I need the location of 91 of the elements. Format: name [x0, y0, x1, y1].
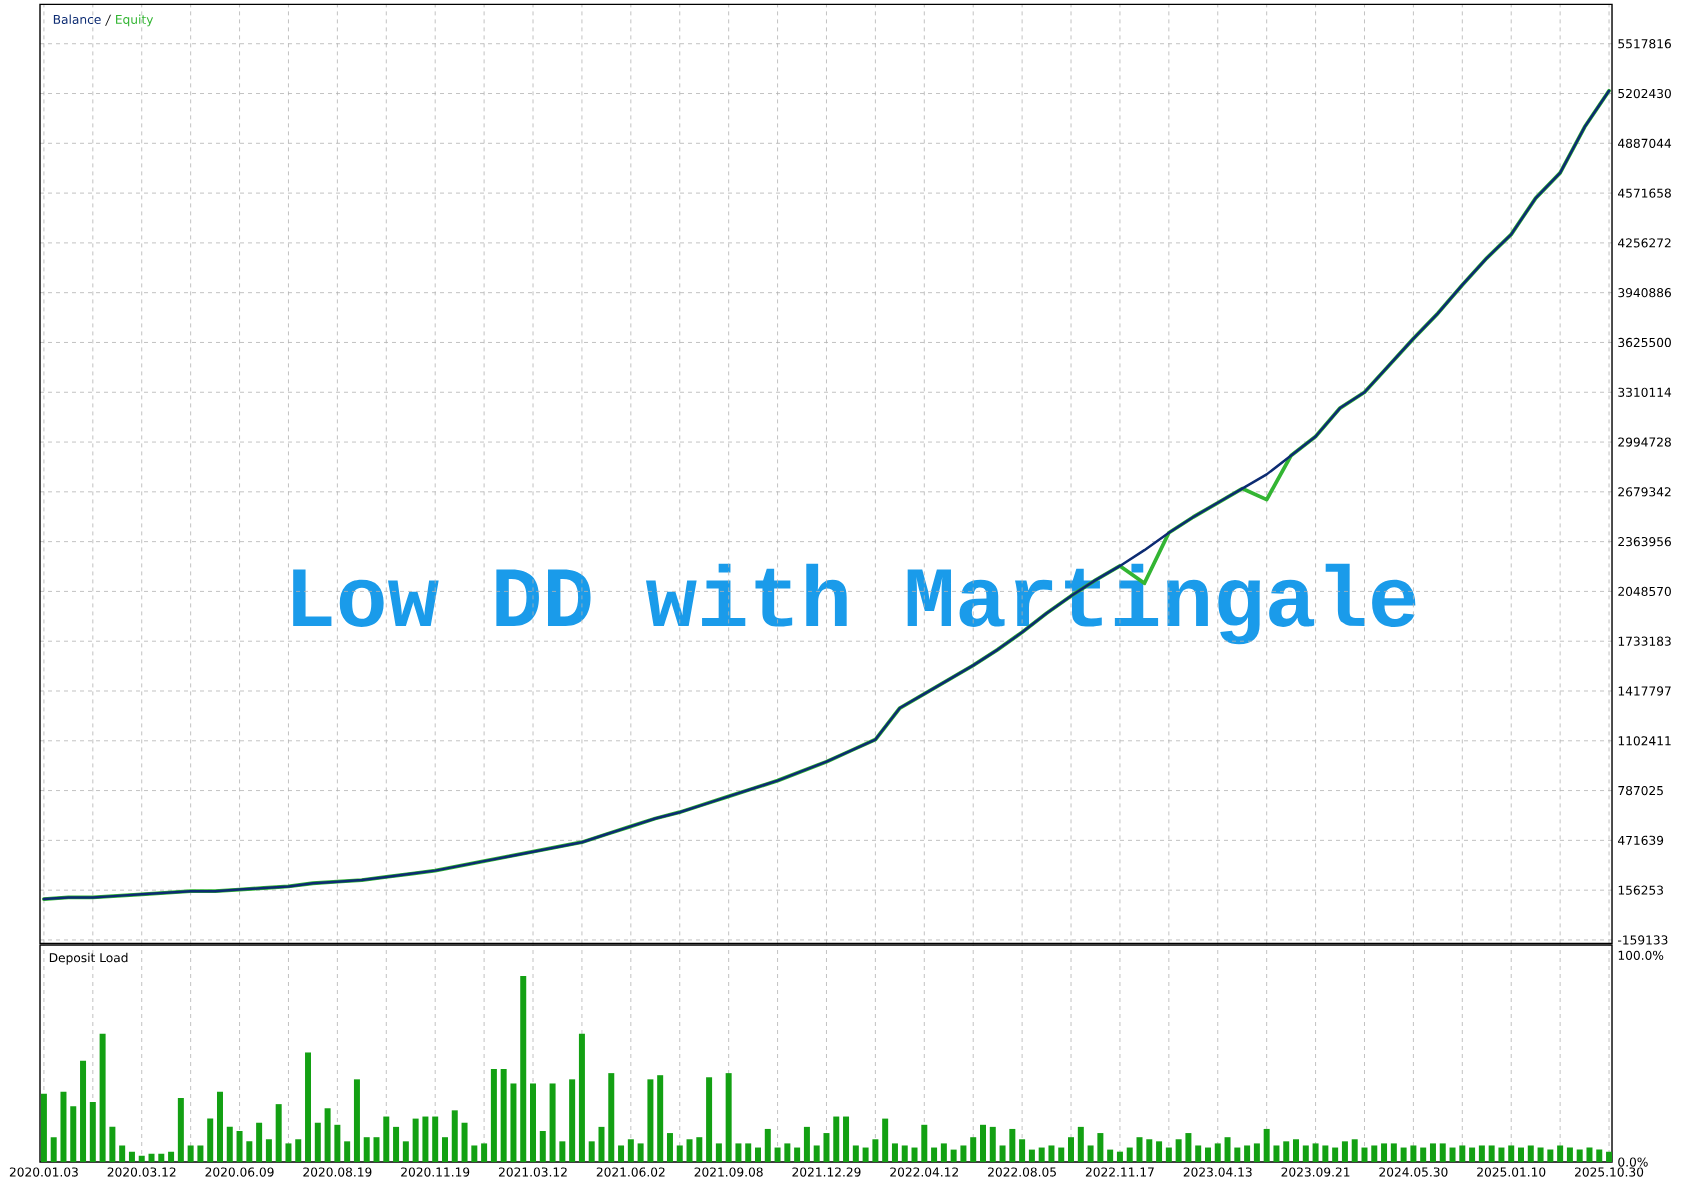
bar — [608, 1073, 615, 1162]
bar — [89, 1102, 96, 1162]
bar — [1469, 1147, 1476, 1162]
bar — [520, 976, 527, 1162]
bar — [940, 1143, 947, 1162]
bar — [764, 1128, 771, 1162]
bar — [530, 1083, 537, 1162]
bar — [970, 1137, 977, 1162]
bar — [1028, 1149, 1035, 1162]
bar — [1390, 1143, 1397, 1162]
bar — [627, 1139, 634, 1162]
bar — [216, 1091, 223, 1162]
bar — [1156, 1141, 1163, 1162]
bar — [1293, 1139, 1300, 1162]
bar — [177, 1097, 184, 1162]
bar — [1429, 1143, 1436, 1162]
bar — [1214, 1143, 1221, 1162]
bar — [1107, 1149, 1114, 1162]
bar — [1244, 1145, 1251, 1162]
bar — [931, 1147, 938, 1162]
bar — [1420, 1147, 1427, 1162]
bar — [833, 1116, 840, 1162]
bar — [1068, 1137, 1075, 1162]
bar — [1165, 1147, 1172, 1162]
bar — [1302, 1145, 1309, 1162]
bar — [80, 1060, 87, 1162]
bar — [706, 1077, 713, 1162]
bar — [1606, 1151, 1613, 1162]
bar — [1195, 1145, 1202, 1162]
bar — [1058, 1147, 1065, 1162]
bar — [128, 1151, 135, 1162]
bar — [481, 1143, 488, 1162]
bar — [119, 1145, 126, 1162]
bar — [745, 1143, 752, 1162]
bar — [344, 1141, 351, 1162]
bar — [882, 1118, 889, 1162]
bar — [1596, 1149, 1603, 1162]
bar — [353, 1079, 360, 1162]
bar — [569, 1079, 576, 1162]
bar — [676, 1145, 683, 1162]
bar — [715, 1143, 722, 1162]
bar — [657, 1075, 664, 1162]
bar — [843, 1116, 850, 1162]
bar — [490, 1069, 497, 1162]
bar — [1566, 1147, 1573, 1162]
bar — [539, 1131, 546, 1162]
bar — [1116, 1151, 1123, 1162]
bar — [207, 1118, 214, 1162]
bar — [1478, 1145, 1485, 1162]
bar — [618, 1145, 625, 1162]
bar — [1518, 1147, 1524, 1162]
bar — [1283, 1141, 1290, 1162]
bar — [305, 1052, 312, 1162]
bar — [265, 1139, 272, 1162]
bar — [441, 1137, 448, 1162]
bar — [138, 1155, 145, 1162]
bar — [295, 1139, 302, 1162]
bar — [168, 1151, 175, 1162]
bar — [1527, 1145, 1534, 1162]
bar — [40, 1093, 47, 1162]
bar — [852, 1145, 859, 1162]
bar — [402, 1141, 409, 1162]
bar — [794, 1147, 801, 1162]
bar — [393, 1126, 400, 1162]
bar — [1508, 1145, 1515, 1162]
bar — [1439, 1143, 1446, 1162]
bar — [70, 1106, 77, 1162]
bar — [226, 1126, 233, 1162]
bar — [891, 1143, 898, 1162]
bar — [1381, 1143, 1388, 1162]
bar — [1204, 1147, 1211, 1162]
bar — [666, 1133, 673, 1162]
bar — [314, 1122, 321, 1162]
bar — [979, 1124, 986, 1162]
bar — [1253, 1143, 1260, 1162]
bar — [451, 1110, 458, 1162]
bar — [989, 1126, 996, 1162]
bar — [1371, 1145, 1378, 1162]
bar — [432, 1116, 439, 1162]
bar — [1332, 1147, 1339, 1162]
bar — [256, 1122, 263, 1162]
bar — [1019, 1139, 1026, 1162]
bar — [1557, 1145, 1564, 1162]
bar — [1341, 1141, 1348, 1162]
bar — [1077, 1126, 1084, 1162]
bar — [901, 1145, 908, 1162]
bar — [1126, 1147, 1133, 1162]
bar — [363, 1137, 370, 1162]
bar — [755, 1147, 762, 1162]
bar — [578, 1033, 585, 1162]
bar — [803, 1126, 810, 1162]
